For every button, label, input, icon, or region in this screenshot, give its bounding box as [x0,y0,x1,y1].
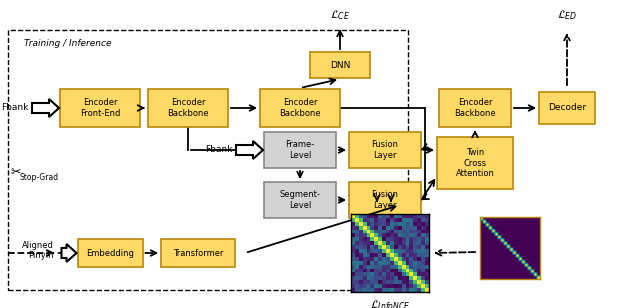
Text: $\mathcal{L}_{ED}$: $\mathcal{L}_{ED}$ [557,8,577,22]
Text: Twin
Cross
Attention: Twin Cross Attention [456,148,495,178]
Text: Embedding: Embedding [86,249,134,257]
Text: Training / Inference: Training / Inference [24,39,111,48]
Text: Segment-
Level: Segment- Level [280,190,321,210]
Text: Encoder
Backbone: Encoder Backbone [454,98,496,118]
FancyBboxPatch shape [439,89,511,127]
FancyBboxPatch shape [539,92,595,124]
FancyBboxPatch shape [264,182,336,218]
Text: Decoder: Decoder [548,103,586,112]
FancyBboxPatch shape [310,52,370,78]
Polygon shape [61,244,77,262]
FancyBboxPatch shape [437,137,513,189]
Text: DNN: DNN [330,60,350,70]
Text: Transformer: Transformer [173,249,223,257]
Text: Fusion
Layer: Fusion Layer [371,140,399,160]
FancyBboxPatch shape [264,132,336,168]
Text: Fbank: Fbank [1,103,28,112]
Text: $\mathcal{L}_{InfoNCE}$: $\mathcal{L}_{InfoNCE}$ [370,298,410,308]
Text: Frame-
Level: Frame- Level [285,140,315,160]
FancyBboxPatch shape [161,239,235,267]
Text: Encoder
Front-End: Encoder Front-End [80,98,120,118]
Text: Pinyin: Pinyin [28,250,54,260]
Text: Fbank: Fbank [205,145,232,155]
Polygon shape [32,99,59,117]
Text: $\mathcal{L}_{CE}$: $\mathcal{L}_{CE}$ [330,8,350,22]
Text: Stop-Grad: Stop-Grad [20,172,59,181]
FancyBboxPatch shape [60,89,140,127]
Text: ✂: ✂ [10,167,20,180]
FancyBboxPatch shape [349,182,421,218]
FancyBboxPatch shape [77,239,143,267]
Text: Fusion
Layer: Fusion Layer [371,190,399,210]
Text: Encoder
Backbone: Encoder Backbone [167,98,209,118]
Text: Encoder
Backbone: Encoder Backbone [279,98,321,118]
Text: Aligned: Aligned [22,241,54,249]
Polygon shape [236,141,263,159]
FancyBboxPatch shape [349,132,421,168]
FancyBboxPatch shape [260,89,340,127]
FancyBboxPatch shape [148,89,228,127]
